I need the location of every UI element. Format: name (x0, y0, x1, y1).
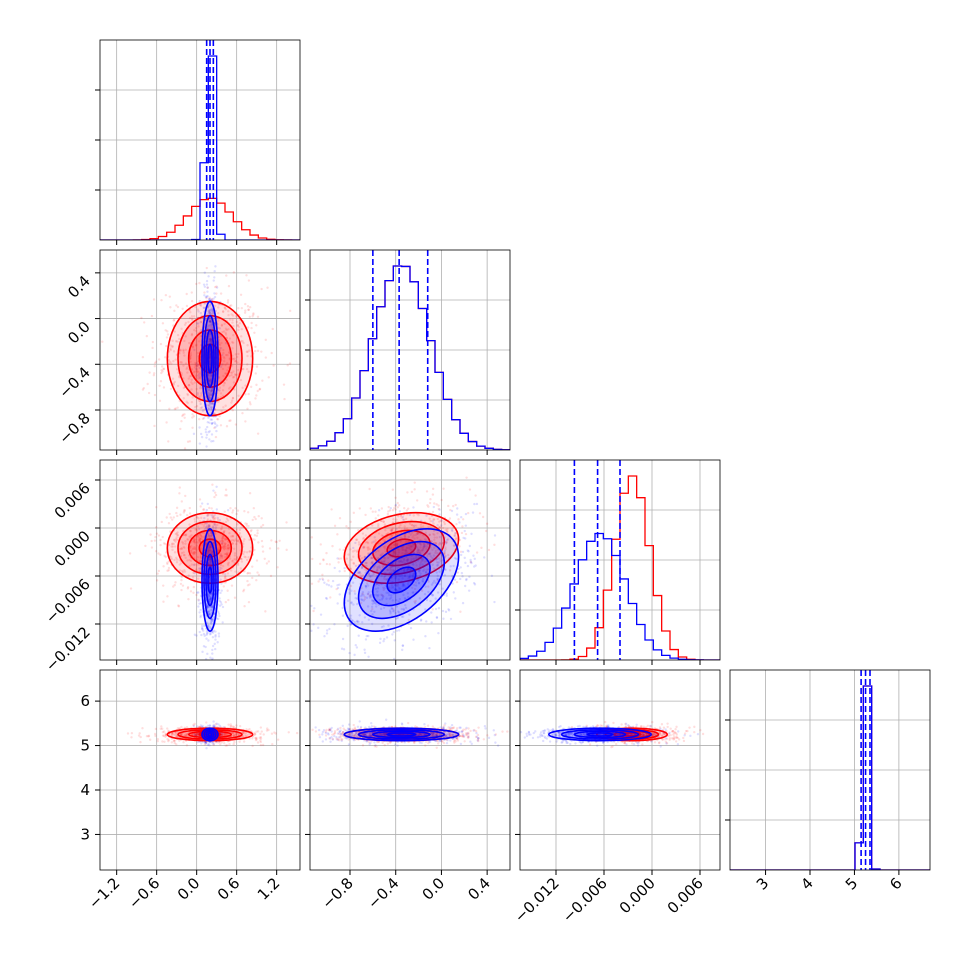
x-tick-label: −1.2 (85, 874, 123, 912)
x-tick-label: 5 (842, 874, 861, 893)
density-contours-series-1 (166, 300, 254, 417)
panel-frame (519, 669, 721, 871)
contour-level-3 (386, 732, 417, 737)
x-tick-label: 0.000 (616, 874, 659, 917)
panel-frame (99, 39, 301, 241)
panel-frame (309, 669, 511, 871)
scatter-panel-3-2 (515, 669, 721, 875)
scatter-panel-2-0 (95, 459, 301, 665)
contour-level-3 (386, 566, 417, 594)
y-tick-label: −0.006 (42, 575, 94, 627)
x-tick-label: 0.0 (419, 874, 449, 904)
x-tick-label: 1.2 (254, 874, 284, 904)
density-contours-series-0 (201, 300, 219, 417)
contour-level-1 (177, 520, 243, 576)
x-tick-label: 0.0 (174, 874, 204, 904)
density-contours-series-0 (201, 528, 219, 633)
y-tick-label: −0.012 (42, 623, 94, 675)
corner-panels (95, 39, 931, 875)
panel-frame (309, 249, 511, 451)
x-tick-label: 4 (797, 874, 816, 893)
contour-level-2 (205, 329, 215, 388)
histogram-panel-3 (725, 669, 931, 875)
y-tick-label: 0.0 (64, 318, 94, 348)
y-tick-label: 0.000 (51, 527, 94, 570)
histogram-panel-0 (95, 39, 301, 245)
contour-level-1 (357, 520, 446, 576)
panel-frame (309, 459, 511, 661)
contour-level-1 (357, 540, 446, 620)
density-contours-series-0 (547, 727, 652, 742)
histogram-series-0 (310, 265, 510, 450)
contour-level-2 (372, 730, 431, 739)
density-contours-series-0 (343, 727, 460, 742)
contour-level-2 (187, 529, 233, 567)
panel-frame (99, 249, 301, 451)
y-tick-label: −0.8 (55, 409, 93, 447)
y-tick-label: 0.4 (64, 272, 94, 302)
histogram-series-0 (100, 55, 300, 240)
panel-frame (519, 459, 721, 661)
y-tick-label: 0.006 (51, 479, 94, 522)
density-contours-series-1 (166, 511, 254, 584)
y-tick-label: 5 (80, 737, 90, 755)
scatter-panel-1-0 (95, 249, 301, 455)
y-tick-label: −0.4 (55, 363, 93, 401)
x-tick-label: 0.006 (664, 874, 707, 917)
contour-level-2 (372, 553, 431, 607)
x-tick-label: −0.012 (511, 874, 563, 926)
x-tick-label: 0.4 (464, 874, 494, 904)
contour-level-2 (573, 730, 627, 739)
x-tick-label: −0.6 (125, 874, 163, 912)
histogram-panel-2 (515, 459, 721, 665)
density-contours-series-1 (166, 727, 254, 742)
panel-frame (729, 669, 931, 871)
histogram-panel-1 (305, 249, 511, 455)
contour-level-2 (205, 553, 215, 607)
contour-level-3 (586, 732, 614, 737)
x-tick-label: 3 (753, 874, 772, 893)
x-tick-label: −0.4 (364, 874, 402, 912)
contour-level-3 (622, 732, 642, 737)
x-tick-label: −0.8 (318, 874, 356, 912)
scatter-points-series-1 (128, 483, 288, 613)
contour-level-0 (343, 527, 460, 632)
contour-level-2 (372, 529, 431, 567)
x-tick-label: 6 (886, 874, 905, 893)
x-tick-label: 0.6 (214, 874, 244, 904)
contour-level-3 (207, 566, 213, 594)
y-tick-label: 4 (80, 781, 90, 799)
y-tick-label: 3 (80, 825, 90, 843)
panel-frame (99, 459, 301, 661)
scatter-panel-3-0 (95, 669, 301, 875)
contour-level-0 (166, 511, 254, 584)
scatter-panel-3-1 (305, 669, 511, 875)
contour-level-3 (207, 343, 213, 374)
histogram-series-1 (730, 685, 930, 870)
histogram-series-1 (310, 265, 510, 450)
contour-level-3 (207, 732, 213, 737)
density-contours-series-0 (201, 727, 219, 742)
density-contours-series-0 (343, 527, 460, 632)
y-tick-label: 6 (80, 692, 90, 710)
scatter-panel-2-1 (305, 459, 511, 665)
scatter-points-series-1 (101, 266, 292, 450)
x-tick-label: −0.006 (559, 874, 611, 926)
histogram-series-0 (730, 685, 930, 870)
panel-frame (99, 669, 301, 871)
